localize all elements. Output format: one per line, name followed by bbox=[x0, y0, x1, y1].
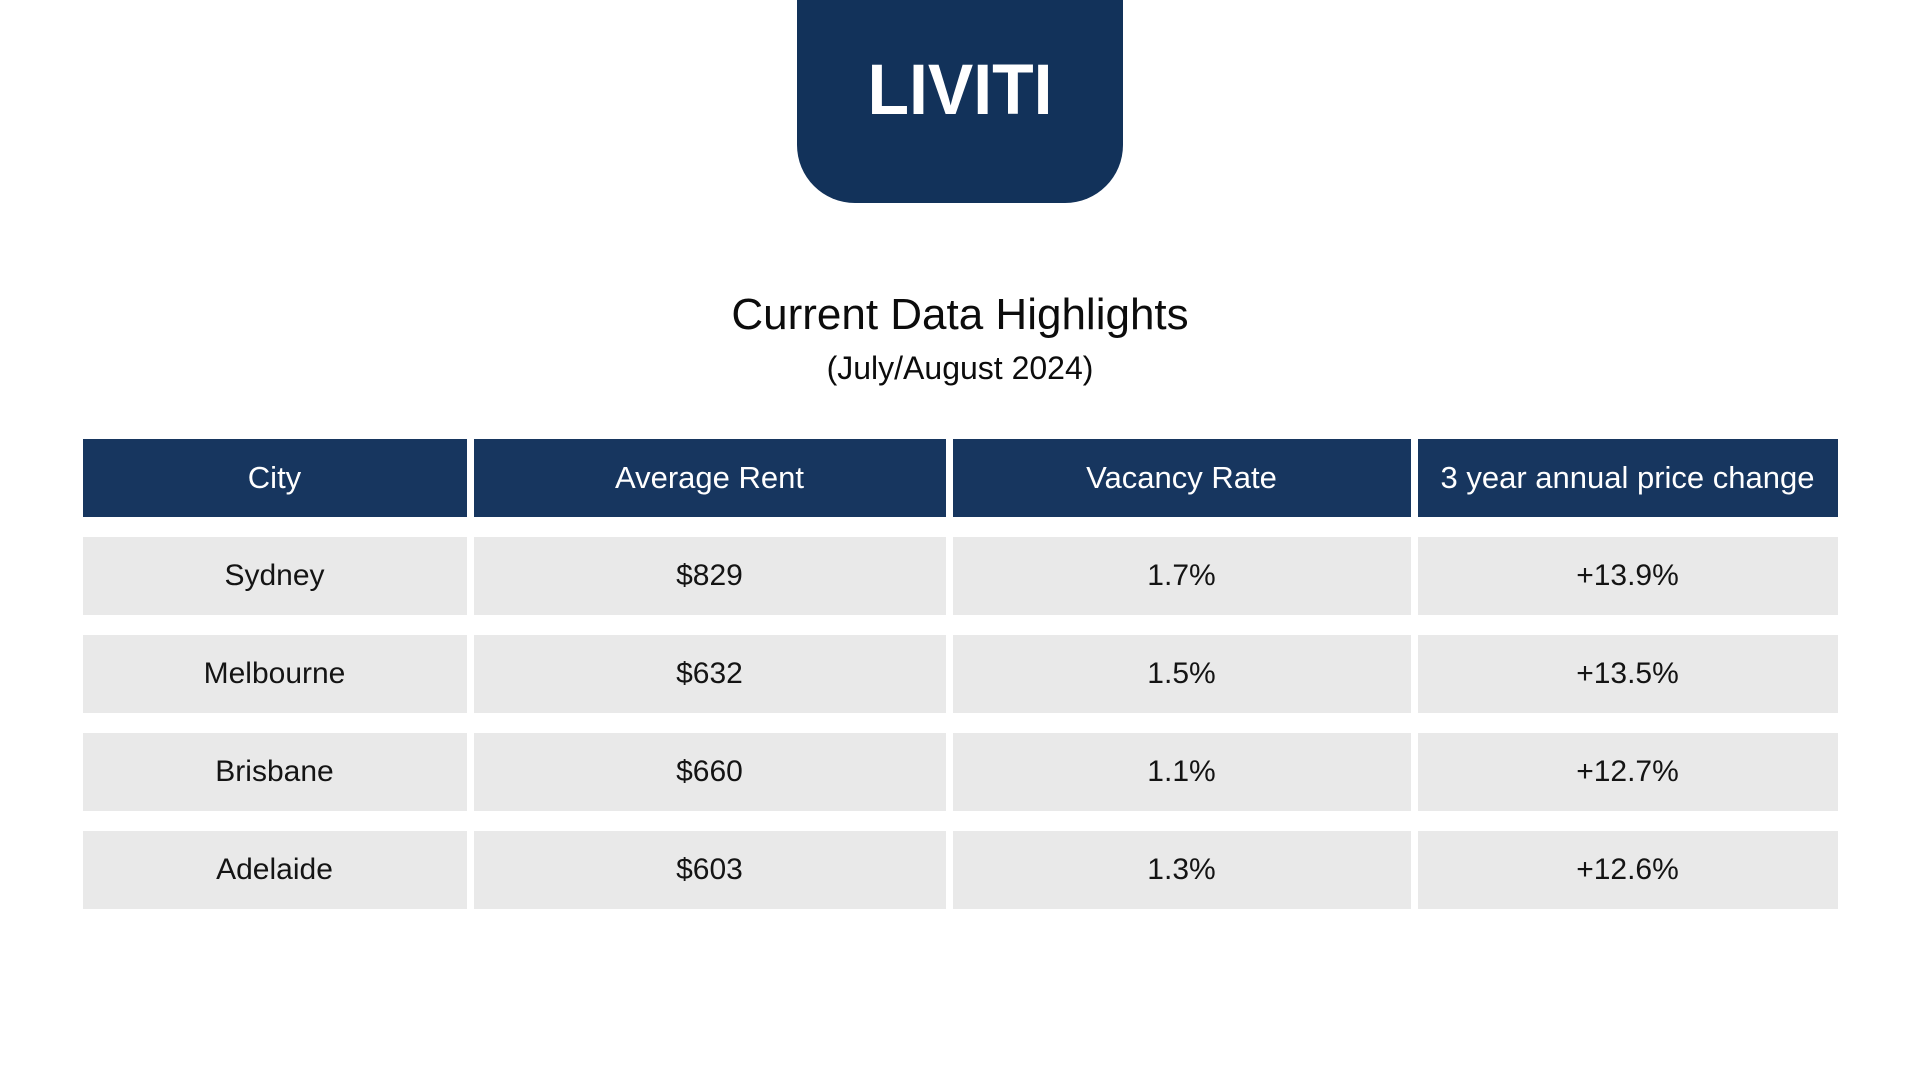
liviti-logo-badge: LIVITI bbox=[797, 0, 1123, 203]
table-cell-city: Sydney bbox=[82, 536, 467, 615]
table-cell-price-change: +12.6% bbox=[1417, 830, 1838, 909]
table-cell-vacancy-rate: 1.5% bbox=[952, 634, 1411, 713]
liviti-logo-text: LIVITI bbox=[867, 49, 1053, 130]
page-title: Current Data Highlights bbox=[731, 290, 1189, 339]
page-subtitle: (July/August 2024) bbox=[826, 350, 1094, 387]
table-cell-price-change: +13.5% bbox=[1417, 634, 1838, 713]
table-cell-average-rent: $632 bbox=[473, 634, 946, 713]
table-cell-average-rent: $660 bbox=[473, 732, 946, 811]
table-cell-city: Adelaide bbox=[82, 830, 467, 909]
column-header-vacancy-rate: Vacancy Rate bbox=[952, 438, 1411, 517]
column-header-price-change: 3 year annual price change bbox=[1417, 438, 1838, 517]
column-header-average-rent: Average Rent bbox=[473, 438, 946, 517]
table-cell-vacancy-rate: 1.3% bbox=[952, 830, 1411, 909]
table-cell-price-change: +12.7% bbox=[1417, 732, 1838, 811]
table-cell-price-change: +13.9% bbox=[1417, 536, 1838, 615]
table-cell-vacancy-rate: 1.7% bbox=[952, 536, 1411, 615]
data-table: City Average Rent Vacancy Rate 3 year an… bbox=[82, 438, 1838, 909]
table-cell-city: Brisbane bbox=[82, 732, 467, 811]
column-header-city: City bbox=[82, 438, 467, 517]
table-cell-city: Melbourne bbox=[82, 634, 467, 713]
table-cell-average-rent: $603 bbox=[473, 830, 946, 909]
table-cell-vacancy-rate: 1.1% bbox=[952, 732, 1411, 811]
table-cell-average-rent: $829 bbox=[473, 536, 946, 615]
